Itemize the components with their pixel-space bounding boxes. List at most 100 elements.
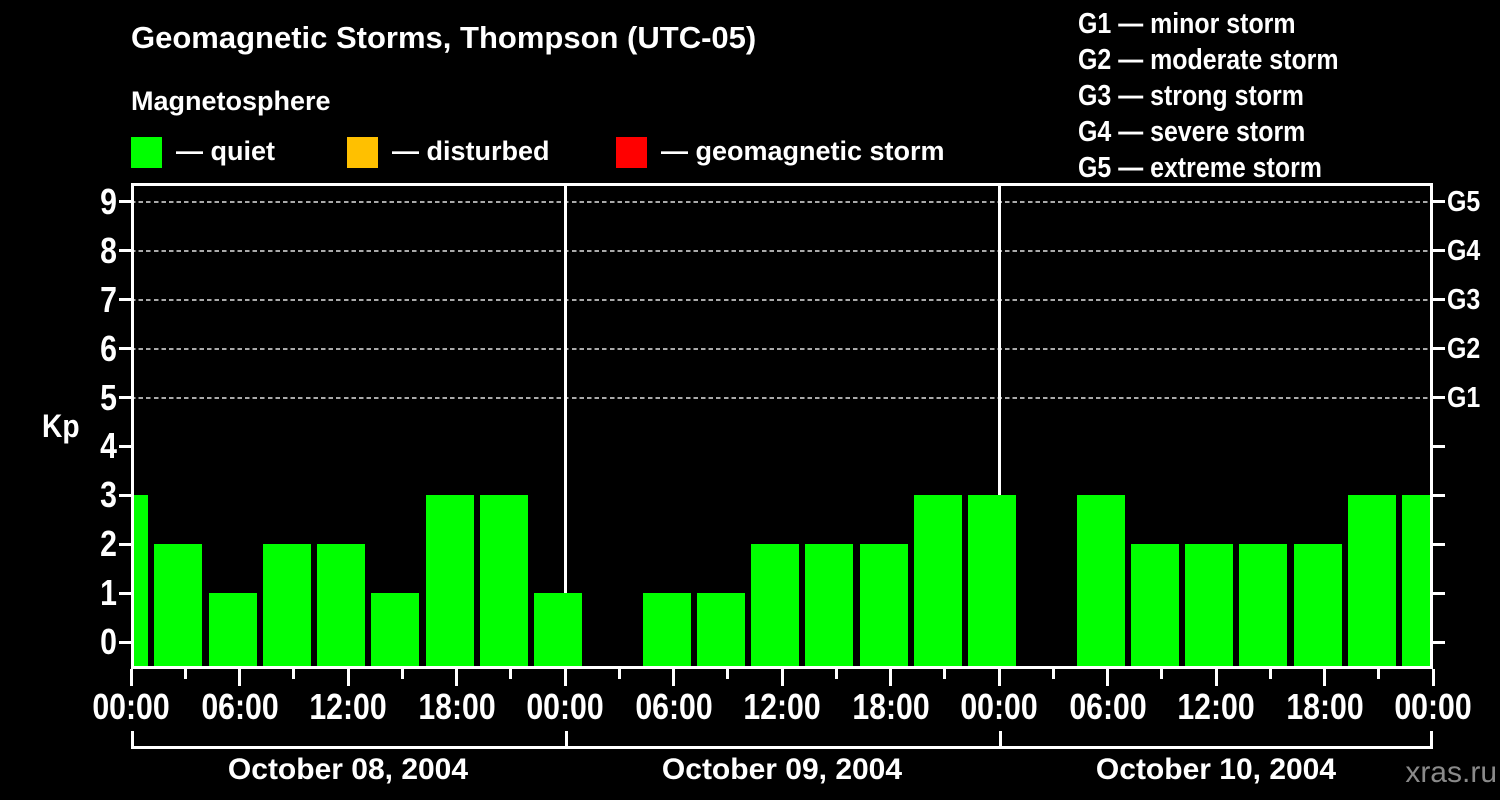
y-tick-right: [1433, 200, 1445, 204]
kp-bar: [642, 593, 691, 669]
x-tick-minor: [943, 669, 947, 679]
y-tick-left: [119, 640, 131, 644]
storm-scale-item: G1 — minor storm: [1078, 8, 1296, 40]
y-tick-right: [1433, 493, 1445, 497]
chart-title: Geomagnetic Storms, Thompson (UTC-05): [131, 20, 757, 55]
date-label: October 08, 2004: [227, 753, 469, 786]
date-label: October 10, 2004: [1095, 753, 1337, 786]
y-tick-right: [1433, 396, 1445, 399]
x-tick-minor: [834, 669, 838, 679]
y-tick-right: [1433, 249, 1445, 253]
kp-bar: [371, 593, 420, 669]
y-tick-label: 6: [100, 327, 117, 369]
g-scale-axis-label: G4: [1447, 234, 1481, 267]
y-axis-line: [131, 183, 134, 669]
x-tick-minor: [726, 669, 730, 679]
kp-bar: [1076, 495, 1125, 669]
g-scale-axis-label: G5: [1447, 185, 1481, 218]
x-tick-minor: [1268, 669, 1272, 679]
x-tick-minor: [1051, 669, 1055, 679]
g-scale-axis-label: G1: [1447, 381, 1481, 414]
x-tick-label: 12:00: [1177, 686, 1255, 727]
x-tick-major: [1431, 669, 1435, 686]
kp-bar: [425, 495, 474, 669]
x-tick-minor: [509, 669, 513, 679]
y-tick-right: [1433, 640, 1445, 644]
right-axis-line: [1430, 183, 1433, 669]
y-tick-left: [119, 298, 131, 302]
legend-label: — quiet: [176, 136, 275, 166]
x-tick-major: [563, 669, 567, 686]
y-tick-label: 5: [100, 376, 117, 418]
storm-scale-item: G4 — severe storm: [1078, 116, 1306, 148]
kp-bar: [154, 544, 203, 669]
date-label: October 09, 2004: [661, 753, 903, 786]
x-tick-minor: [617, 669, 621, 679]
kp-bar: [1185, 544, 1233, 669]
storm-scale-item: G5 — extreme storm: [1078, 152, 1322, 184]
bracket-tick: [1430, 731, 1433, 749]
day-divider: [563, 183, 567, 669]
x-tick-major: [780, 669, 784, 686]
y-tick-left: [119, 200, 131, 204]
bracket-tick: [999, 731, 1002, 749]
y-tick-label: 8: [100, 229, 117, 271]
x-tick-label: 00:00: [526, 686, 604, 727]
legend-label: — geomagnetic storm: [661, 136, 945, 166]
y-tick-label: 7: [100, 278, 117, 320]
gridline-kp-5: [131, 396, 1433, 399]
bracket-tick: [565, 731, 568, 749]
y-tick-label: 4: [100, 425, 117, 467]
gridline-kp-9: [131, 200, 1433, 203]
plot-border-top: [131, 183, 1433, 186]
x-tick-major: [1106, 669, 1109, 686]
kp-bar: [968, 495, 1016, 669]
kp-bar: [859, 544, 908, 669]
kp-bar: [1347, 495, 1396, 669]
watermark: xras.ru: [1405, 756, 1497, 789]
kp-bar: [534, 593, 582, 669]
x-tick-minor: [292, 669, 296, 679]
plot-border-bottom: [131, 666, 1433, 669]
storm-scale-item: G3 — strong storm: [1078, 80, 1304, 112]
legend-swatch-geomagnetic-storm: [616, 137, 647, 168]
y-tick-left: [119, 249, 131, 253]
y-tick-right: [1433, 591, 1445, 595]
kp-bar: [1293, 544, 1342, 669]
kp-bar: [1402, 495, 1433, 669]
kp-bar: [696, 593, 745, 669]
y-tick-left: [119, 444, 131, 448]
x-tick-label: 06:00: [634, 686, 713, 727]
x-tick-major: [672, 669, 675, 686]
storm-scale-item: G2 — moderate storm: [1078, 44, 1339, 76]
x-tick-major: [889, 669, 892, 686]
gridline-kp-6: [131, 347, 1433, 350]
x-tick-label: 00:00: [1394, 686, 1472, 727]
x-tick-major: [1214, 669, 1218, 686]
date-bracket: [131, 731, 1433, 749]
y-axis-title: Kp: [42, 408, 80, 444]
g-scale-axis-label: G2: [1447, 332, 1481, 365]
y-tick-right: [1433, 542, 1445, 546]
y-tick-label: 3: [100, 474, 117, 516]
x-tick-label: 12:00: [309, 686, 387, 727]
y-tick-left: [119, 542, 131, 546]
y-tick-label: 0: [100, 621, 117, 662]
kp-bar: [262, 544, 311, 669]
kp-bar: [913, 495, 962, 669]
x-tick-label: 00:00: [92, 686, 170, 727]
y-tick-left: [119, 591, 131, 595]
plot-area: 00:00 06:00 12:00 18:00 00:00 06:00 12:00 18:00…: [92, 183, 1480, 725]
kp-bar: [317, 544, 365, 669]
y-tick-label: 9: [100, 180, 117, 222]
y-tick-left: [119, 493, 131, 497]
x-tick-label: 00:00: [960, 686, 1038, 727]
kp-bar: [1239, 544, 1288, 669]
x-tick-minor: [1160, 669, 1164, 679]
x-tick-minor: [400, 669, 404, 679]
x-tick-label: 06:00: [200, 686, 279, 727]
y-tick-left: [119, 396, 131, 399]
kp-bar: [805, 544, 854, 669]
g-scale-axis-label: G3: [1447, 283, 1481, 316]
